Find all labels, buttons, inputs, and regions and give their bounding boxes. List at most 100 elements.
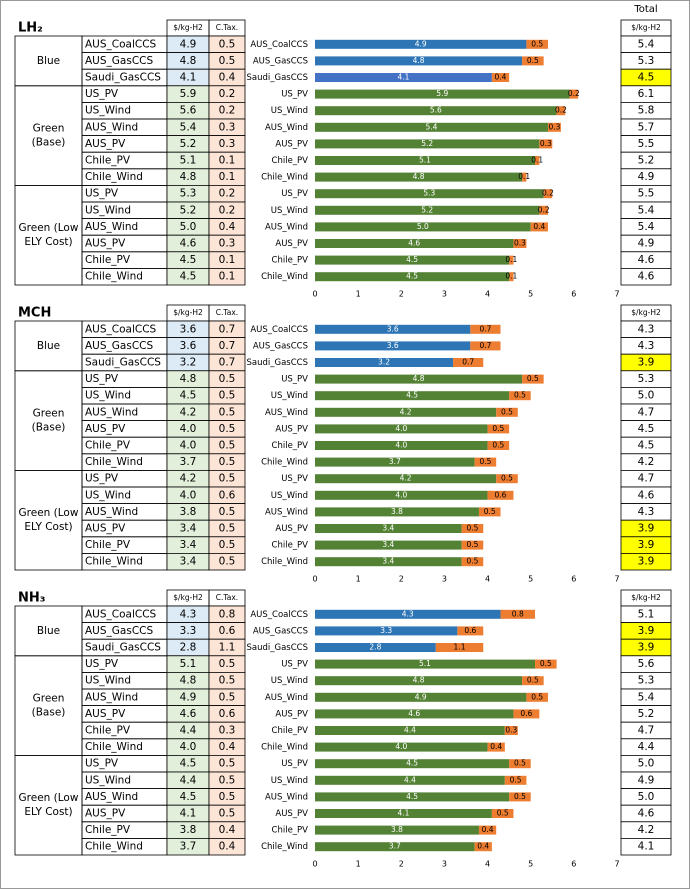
x-tick-label: 0 <box>312 575 317 584</box>
value-cell-text: 5.3 <box>180 188 197 200</box>
value-cell-text: 4.5 <box>180 791 197 803</box>
bar-segment <box>315 407 497 417</box>
total-cell <box>620 267 672 286</box>
bar-category-label: AUS_Wind <box>265 123 308 133</box>
tax-cell-text: 0.1 <box>219 171 236 183</box>
bar-segment <box>539 205 548 215</box>
bar-value-label: 0.5 <box>527 676 539 685</box>
bar-category-label: AUS_CoalCCS <box>250 40 308 50</box>
x-tick-label: 2 <box>399 290 404 299</box>
category-label: US_PV <box>85 473 119 485</box>
bar-segment <box>315 524 462 533</box>
value-cell-text: 4.2 <box>180 406 197 418</box>
bar-value-label: 4.0 <box>395 490 407 499</box>
tax-cell <box>208 553 246 571</box>
bar-category-label: Chile_Wind <box>261 173 308 183</box>
tax-cell-text: 0.7 <box>219 357 236 369</box>
category-label: Chile_PV <box>85 440 131 452</box>
category-label: AUS_GasCCS <box>85 55 153 67</box>
category-label: Chile_PV <box>85 254 131 266</box>
tax-cell <box>208 267 246 286</box>
total-cell-text: 4.2 <box>638 456 655 468</box>
category-label: AUS_CoalCCS <box>85 323 157 335</box>
bar-value-label: 0.6 <box>464 626 476 635</box>
category-label: AUS_Wind <box>85 691 138 703</box>
bar-segment <box>315 73 492 82</box>
bar-category-label: Saudi_GasCCS <box>247 358 309 368</box>
x-tick-label: 5 <box>528 860 533 869</box>
bar-segment <box>315 490 488 500</box>
bar-segment <box>315 222 531 232</box>
bar-segment <box>526 692 548 702</box>
bar-value-label: 4.4 <box>404 775 416 784</box>
bar-segment <box>315 609 501 619</box>
value-cell-text: 4.1 <box>180 808 197 820</box>
bar-category-label: AUS_Wind <box>265 222 308 232</box>
tax-cell-text: 0.5 <box>219 473 236 485</box>
bar-segment <box>315 358 454 367</box>
bar-segment <box>315 391 510 401</box>
tax-cell-text: 0.2 <box>219 88 236 100</box>
bar-value-label: 4.8 <box>413 56 425 65</box>
bar-category-label: Chile_Wind <box>261 272 308 282</box>
bar-segment <box>315 239 514 248</box>
tax-cell-text: 0.5 <box>219 440 236 452</box>
total-cell-text: 5.3 <box>638 373 655 385</box>
category-label: Chile_PV <box>85 824 131 836</box>
bar-category-label: US_Wind <box>271 491 308 501</box>
bar-category-label: AUS_PV <box>275 709 308 719</box>
total-cell-text: 4.9 <box>638 238 655 250</box>
value-cell-text: 4.9 <box>180 38 197 50</box>
bar-segment <box>504 726 518 735</box>
total-cell-text: 6.1 <box>638 88 655 100</box>
category-label: Chile_PV <box>85 725 131 737</box>
category-label: Chile_PV <box>85 155 131 167</box>
bar-value-label: 0.5 <box>531 39 543 48</box>
bar-category-label: AUS_Wind <box>265 693 308 703</box>
bar-segment <box>496 474 518 484</box>
value-cell-text: 5.1 <box>180 658 197 670</box>
total-cell-text: 5.4 <box>638 38 655 50</box>
bar-segment <box>461 557 484 567</box>
value-cell-text: 3.2 <box>180 357 197 369</box>
x-tick-label: 0 <box>312 290 317 299</box>
bar-value-label: 0.1 <box>531 156 543 165</box>
category-label: AUS_PV <box>85 423 126 435</box>
value-cell-text: 5.9 <box>180 88 197 100</box>
bar-category-label: AUS_GasCCS <box>253 341 308 351</box>
tax-cell-text: 0.5 <box>219 774 236 786</box>
category-label: AUS_Wind <box>85 221 138 233</box>
bar-value-label: 4.5 <box>406 759 418 768</box>
bar-segment <box>491 73 510 82</box>
bar-segment <box>315 540 462 550</box>
value-cell-text: 3.6 <box>180 323 197 335</box>
total-cell-text: 3.9 <box>638 556 655 568</box>
bar-segment <box>535 659 557 669</box>
bar-segment <box>547 122 561 132</box>
total-cell-text: 5.1 <box>638 608 655 620</box>
bar-segment <box>487 490 514 500</box>
total-cell-text: 5.0 <box>638 758 655 770</box>
x-tick-label: 3 <box>442 575 447 584</box>
bar-value-label: 0.5 <box>501 407 513 416</box>
tax-cell-text: 0.5 <box>219 691 236 703</box>
bar-segment <box>513 709 540 719</box>
total-cell-text: 5.4 <box>638 204 655 216</box>
tax-cell-text: 0.2 <box>219 188 236 200</box>
bar-value-label: 0.3 <box>505 726 517 735</box>
bar-value-label: 0.5 <box>540 659 552 668</box>
bar-segment <box>315 709 514 719</box>
bar-value-label: 0.5 <box>497 809 509 818</box>
total-cell-text: 3.9 <box>638 357 655 369</box>
bar-category-label: AUS_Wind <box>265 408 308 418</box>
bar-value-label: 4.1 <box>397 809 409 818</box>
total-cell-text: 5.4 <box>638 691 655 703</box>
bar-value-label: 3.8 <box>391 507 403 516</box>
category-label: AUS_Wind <box>85 121 138 133</box>
bar-value-label: 5.6 <box>430 106 442 115</box>
category-label: AUS_PV <box>85 808 126 820</box>
total-cell-text: 5.6 <box>638 658 655 670</box>
bar-value-label: 4.0 <box>395 742 407 751</box>
bar-value-label: 0.1 <box>518 172 530 181</box>
bar-segment <box>543 189 553 199</box>
